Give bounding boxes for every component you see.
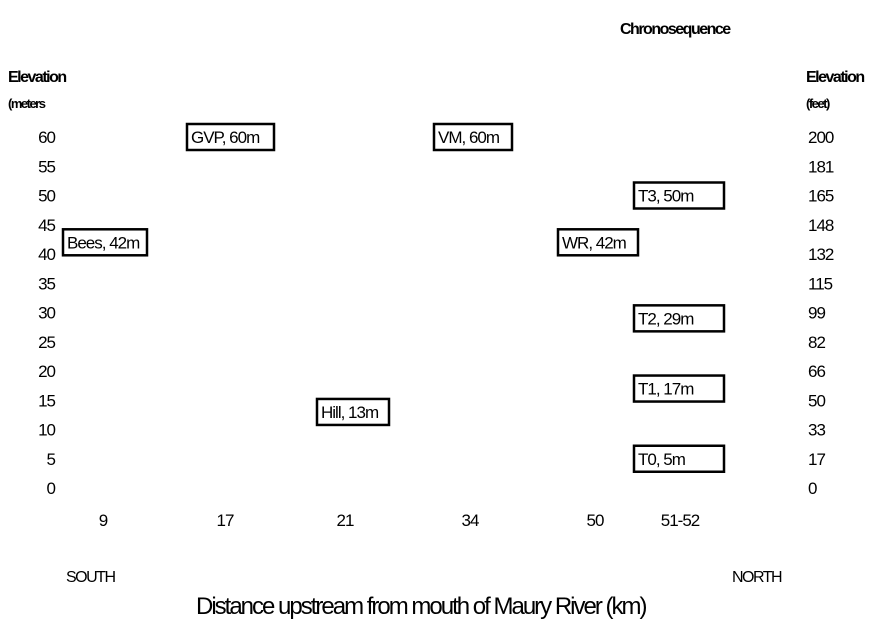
data-point-label: Hill, 13m (321, 403, 379, 422)
y-left-tick-label: 30 (38, 304, 55, 323)
y-right-tick-label: 99 (808, 304, 825, 323)
data-point: T3, 50m (632, 181, 726, 210)
y-axis-right-unit: (feet) (806, 96, 830, 111)
x-axis-ticks: 9 17 21 34 50 51-52 (99, 511, 701, 530)
data-point-label: T3, 50m (638, 187, 694, 206)
y-left-tick-label: 50 (38, 187, 55, 206)
y-right-tick-label: 132 (808, 245, 834, 264)
data-point-label: Bees, 42m (67, 233, 140, 252)
data-point-box (315, 397, 391, 427)
data-point-box (632, 181, 726, 210)
direction-south-label: SOUTH (66, 569, 115, 586)
data-point-box (185, 122, 276, 152)
y-right-tick-label: 33 (808, 421, 825, 440)
y-right-tick-label: 165 (808, 187, 834, 206)
data-point-label: T0, 5m (638, 450, 686, 469)
data-point-box (61, 228, 149, 257)
x-tick-label: 9 (99, 511, 108, 530)
y-axis-right-label: Elevation (806, 69, 864, 86)
y-right-tick-label: 17 (808, 450, 825, 469)
y-right-tick-label: 181 (808, 157, 834, 176)
x-tick-label: 51-52 (661, 511, 700, 530)
data-point-label: GVP, 60m (191, 128, 260, 147)
data-point: WR, 42m (556, 228, 640, 257)
y-axis-left-unit: (meters (8, 96, 46, 111)
x-tick-label: 50 (587, 511, 604, 530)
data-point-box (632, 304, 726, 333)
data-point: T2, 29m (632, 304, 726, 333)
y-right-tick-label: 200 (808, 128, 834, 147)
y-axis-right-ticks: 200 181 165 148 132 115 99 82 66 50 33 17 0 (808, 128, 835, 498)
y-axis-left-label: Elevation (8, 69, 66, 86)
data-point: T1, 17m (632, 374, 726, 403)
y-left-tick-label: 60 (38, 128, 55, 147)
x-tick-label: 17 (217, 511, 234, 530)
data-point-box (432, 122, 514, 152)
data-points: Bees, 42m GVP, 60m Hill, 13m VM, 60m WR, 42m… (61, 122, 726, 473)
data-point: VM, 60m (432, 122, 514, 152)
data-point: Bees, 42m (61, 228, 149, 257)
y-right-tick-label: 66 (808, 362, 825, 381)
data-point-label: VM, 60m (438, 128, 500, 147)
x-tick-label: 34 (462, 511, 479, 530)
chart-title: Chronosequence (620, 21, 731, 38)
y-right-tick-label: 148 (808, 216, 834, 235)
y-right-tick-label: 82 (808, 333, 825, 352)
direction-north-label: NORTH (732, 569, 782, 586)
data-point: T0, 5m (632, 444, 726, 473)
y-left-tick-label: 35 (38, 274, 55, 293)
data-point-box (632, 444, 726, 473)
y-right-tick-label: 50 (808, 391, 825, 410)
y-right-tick-label: 0 (808, 479, 817, 498)
data-point-label: WR, 42m (562, 233, 627, 252)
y-left-tick-label: 55 (38, 157, 55, 176)
y-left-tick-label: 5 (47, 450, 56, 469)
x-tick-label: 21 (337, 511, 354, 530)
y-left-tick-label: 25 (38, 333, 55, 352)
y-left-tick-label: 40 (38, 245, 55, 264)
data-point-box (632, 374, 726, 403)
x-axis-label: Distance upstream from mouth of Maury Ri… (196, 593, 646, 620)
y-right-tick-label: 115 (808, 274, 833, 293)
data-point: GVP, 60m (185, 122, 276, 152)
y-left-tick-label: 15 (38, 391, 55, 410)
y-left-tick-label: 20 (38, 362, 55, 381)
data-point-box (556, 228, 640, 257)
data-point-label: T2, 29m (638, 309, 694, 328)
y-left-tick-label: 10 (38, 421, 55, 440)
data-point-label: T1, 17m (638, 380, 694, 399)
y-left-tick-label: 45 (38, 216, 55, 235)
y-left-tick-label: 0 (47, 479, 56, 498)
data-point: Hill, 13m (315, 397, 391, 427)
